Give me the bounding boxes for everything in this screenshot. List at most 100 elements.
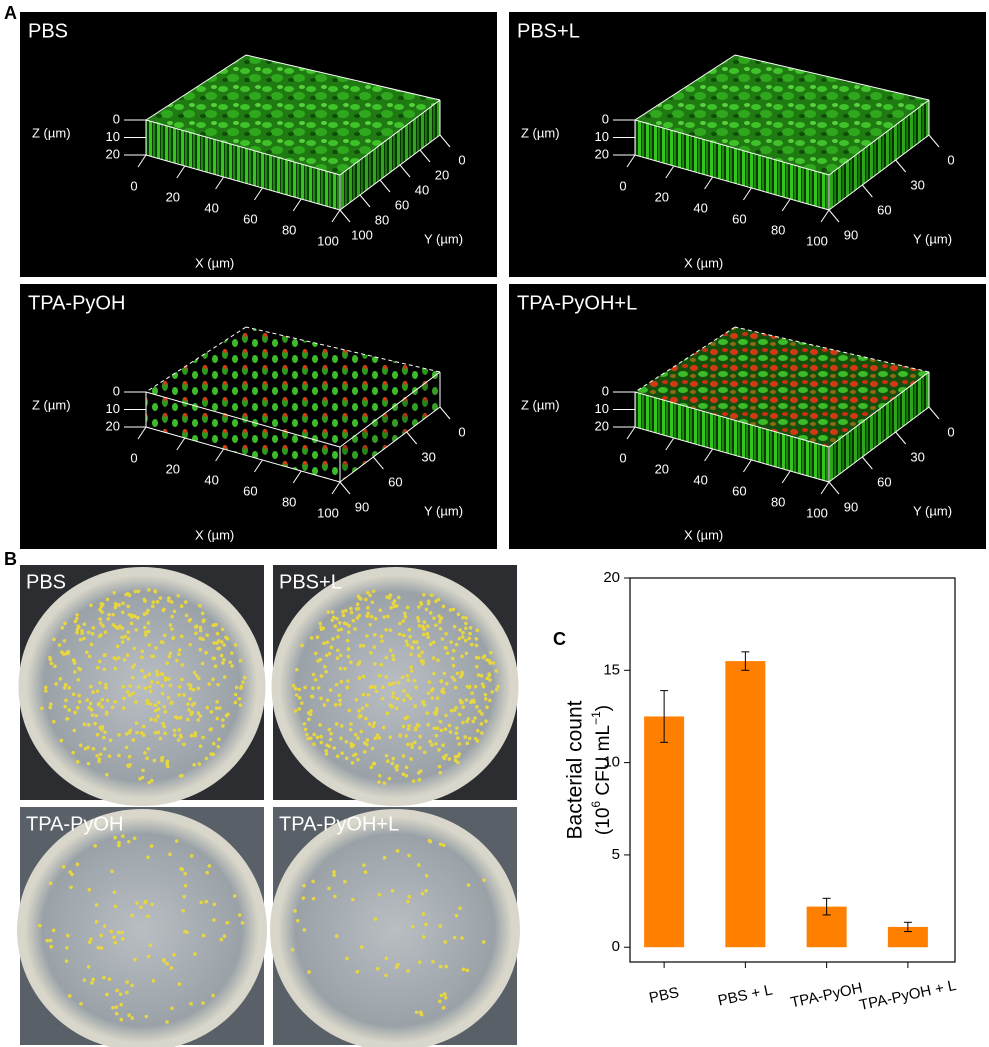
colony [422, 703, 427, 707]
colony [119, 1002, 123, 1007]
colony [479, 673, 484, 678]
colony [489, 650, 493, 655]
colony [102, 746, 107, 751]
colony [125, 690, 130, 694]
x-tick-label: PBS [648, 984, 681, 1007]
colony [212, 641, 216, 645]
colony [86, 630, 91, 635]
colony [188, 642, 193, 647]
colony [392, 599, 397, 603]
colony [117, 732, 121, 737]
colony [184, 613, 189, 618]
colony [163, 675, 168, 680]
colony [349, 606, 353, 611]
colony [474, 636, 479, 641]
panel-label: C [553, 629, 566, 649]
colony [466, 883, 471, 887]
colony [94, 920, 99, 924]
colony [464, 621, 468, 626]
colony [151, 600, 156, 604]
colony [104, 712, 109, 716]
x-tick [704, 176, 714, 190]
plot-title: PBS+L [517, 20, 580, 42]
colony [361, 644, 366, 648]
x-tick [331, 209, 341, 223]
x-tick-label: TPA-PyOH + L [858, 977, 958, 1014]
colony [198, 744, 203, 749]
x-tick [176, 437, 186, 451]
colony [452, 678, 457, 682]
colony [461, 705, 465, 709]
colony [432, 726, 437, 731]
y-tick-label: 0 [947, 424, 954, 439]
x-tick [704, 448, 714, 462]
colony [295, 918, 300, 923]
colony [386, 614, 390, 619]
colony [103, 653, 107, 657]
colony [350, 761, 355, 765]
x-tick [292, 470, 302, 484]
colony [151, 654, 156, 659]
colony [118, 624, 122, 629]
colony [327, 886, 331, 891]
colony [438, 719, 443, 724]
y-tick-label: 60 [877, 474, 891, 489]
colony [374, 689, 379, 694]
colony [238, 703, 243, 707]
colony [122, 696, 126, 701]
colony [168, 683, 173, 688]
colony [445, 651, 450, 655]
colony [170, 1006, 174, 1011]
colony [412, 640, 416, 644]
colony [356, 736, 360, 741]
colony [100, 697, 104, 702]
z-tick-label: 20 [106, 418, 120, 433]
colony [490, 690, 495, 694]
colony [213, 664, 218, 669]
z-tick-label: 0 [602, 111, 609, 126]
colony [297, 695, 302, 700]
colony [485, 676, 490, 681]
colony [340, 751, 344, 755]
colony [139, 905, 143, 909]
colony [418, 769, 423, 773]
colony [451, 607, 456, 612]
colony [364, 597, 368, 602]
y-axis-label: Y (µm) [424, 503, 463, 518]
colony [404, 639, 409, 644]
colony [319, 734, 323, 739]
colony [105, 992, 109, 997]
colony [407, 724, 411, 728]
colony [156, 680, 160, 685]
colony [132, 646, 137, 651]
colony [368, 685, 373, 689]
colony [369, 765, 374, 770]
colony [375, 733, 380, 737]
colony [398, 621, 402, 626]
colony [420, 700, 425, 704]
colony [390, 888, 395, 893]
colony [177, 693, 181, 697]
colony [464, 651, 469, 656]
colony [158, 596, 163, 600]
box-edge [828, 134, 930, 211]
colony [364, 716, 368, 721]
colony [91, 626, 96, 630]
x-axis-label: X (µm) [195, 255, 234, 270]
colony [165, 962, 169, 966]
colony [216, 682, 220, 687]
colony [449, 708, 454, 713]
colony [357, 613, 362, 618]
colony [183, 871, 187, 876]
box-edge [734, 326, 930, 373]
colony [469, 700, 473, 705]
colony [470, 691, 474, 695]
y-tick-label: 20 [435, 167, 449, 182]
colony [394, 604, 399, 608]
colony [65, 933, 70, 938]
colony [175, 658, 179, 663]
colony [312, 732, 316, 737]
colony [407, 853, 411, 858]
x-tick-label: 100 [317, 505, 339, 520]
colony [454, 731, 459, 736]
